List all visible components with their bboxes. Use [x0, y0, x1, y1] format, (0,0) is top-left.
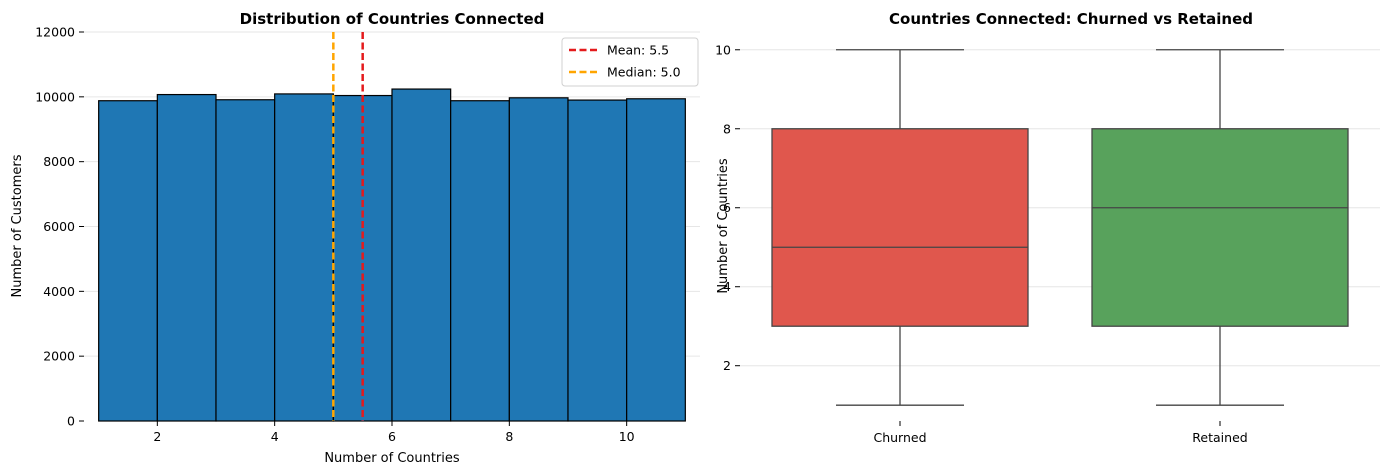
boxplot-panel: 2 4 6 8 10 Churned Retained Countries Connect…: [715, 10, 1380, 445]
histogram-y-ticks: 0 2000 4000 6000 8000 10000 12000: [35, 25, 84, 429]
legend-median-label: Median: 5.0: [607, 65, 681, 80]
histogram-bar: [215, 99, 276, 422]
y-tick-label: 12000: [35, 25, 75, 40]
boxplot-y-ticks: 2 4 6 8 10: [715, 42, 740, 373]
histogram-bar: [156, 93, 217, 422]
boxplot-title: Countries Connected: Churned vs Retained: [889, 10, 1253, 28]
y-tick-label: 6000: [43, 219, 75, 234]
retained-box: [1091, 128, 1349, 327]
y-tick-label: 2: [723, 358, 731, 373]
histogram-bar: [98, 100, 158, 422]
histogram-y-axis-label: Number of Customers: [10, 154, 25, 297]
y-tick-label: 4: [723, 279, 731, 294]
y-tick-label: 2000: [43, 349, 75, 364]
y-tick-label: 0: [67, 414, 75, 429]
x-tick-label: 4: [271, 429, 279, 444]
histogram-x-axis-label: Number of Countries: [324, 451, 460, 466]
histogram-title: Distribution of Countries Connected: [240, 10, 545, 28]
x-tick-label: 6: [388, 429, 396, 444]
y-tick-label: 10: [715, 42, 731, 57]
y-tick-label: 8: [723, 121, 731, 136]
y-tick-label: 10000: [35, 89, 75, 104]
boxplot-boxes: [771, 49, 1349, 406]
histogram-reference-lines: [332, 32, 364, 421]
legend-mean-label: Mean: 5.5: [607, 43, 669, 58]
histogram-bar: [391, 88, 452, 422]
histogram-bar: [450, 100, 510, 422]
x-tick-label: 8: [505, 429, 513, 444]
histogram-bar: [567, 99, 628, 422]
histogram-bar: [274, 93, 334, 422]
histogram-bar: [626, 98, 686, 422]
y-tick-label: 6: [723, 200, 731, 215]
x-tick-label: 10: [619, 429, 635, 444]
histogram-panel: 2 4 6 8 10 0 2000 4000 6000 8000 10000 12000 Distr…: [10, 10, 700, 466]
x-tick-label: Retained: [1192, 430, 1247, 445]
histogram-x-ticks: 2 4 6 8 10: [153, 421, 635, 444]
histogram-bars: [98, 88, 686, 422]
x-tick-label: Churned: [873, 430, 926, 445]
y-tick-label: 4000: [43, 284, 75, 299]
histogram-legend: Mean: 5.5 Median: 5.0: [561, 37, 699, 87]
x-tick-label: 2: [153, 429, 161, 444]
boxplot-y-axis-label: Number of Countries: [716, 158, 731, 294]
churned-box: [771, 128, 1029, 327]
y-tick-label: 8000: [43, 154, 75, 169]
histogram-bar: [508, 97, 569, 422]
boxplot-x-ticks: Churned Retained: [873, 421, 1248, 445]
